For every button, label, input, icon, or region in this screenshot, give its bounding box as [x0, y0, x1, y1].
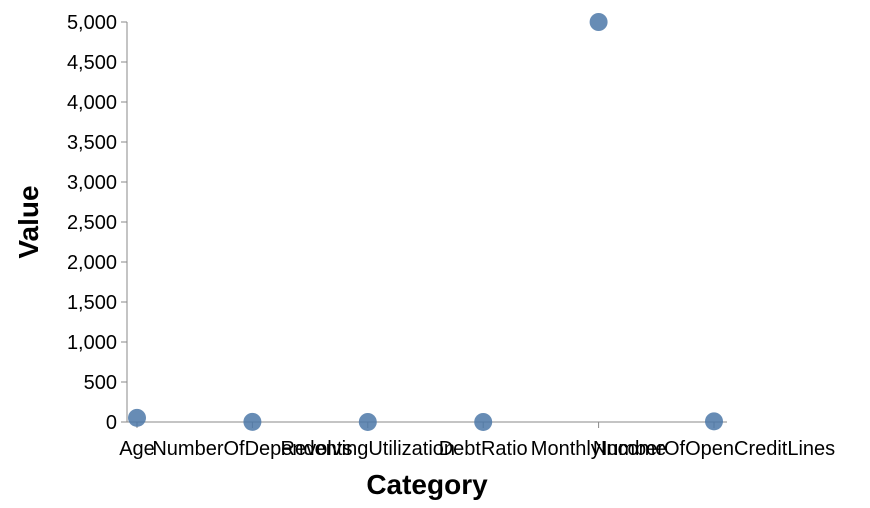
y-tick-label: 1,000: [67, 332, 117, 354]
x-tick-label: DebtRatio: [439, 438, 528, 460]
data-points: [128, 13, 723, 431]
data-point: [243, 412, 262, 431]
x-tick-label: NumberOfDependents: [152, 438, 352, 460]
y-axis: 0 500 1,000 1,500 2,000 2,500 3,000 3,500 4,000 4…: [67, 12, 128, 434]
y-tick-label: 4,500: [67, 52, 117, 74]
y-tick-label: 5,000: [67, 12, 117, 34]
data-point: [128, 408, 146, 427]
y-tick-label: 2,000: [67, 252, 117, 274]
y-axis-title: Value: [13, 185, 44, 258]
data-point: [358, 412, 377, 431]
x-axis-title: Category: [366, 469, 488, 500]
y-tick-label: 2,500: [67, 212, 117, 234]
data-point: [589, 13, 608, 31]
y-tick-label: 1,500: [67, 292, 117, 314]
x-tick-label: MonthlyIncome: [531, 438, 667, 460]
x-tick-label: NumberOfOpenCreditLines: [593, 438, 835, 460]
x-axis: AgeNumberOfDependentsRevolvingUtilizatio…: [119, 421, 835, 460]
y-tick-label: 500: [84, 372, 117, 394]
x-tick-label: RevolvingUtilization: [281, 438, 456, 460]
y-tick-label: 3,000: [67, 172, 117, 194]
y-tick-label: 0: [106, 412, 117, 434]
x-tick-label: Age: [119, 438, 155, 460]
data-point: [474, 412, 493, 431]
data-point: [705, 412, 723, 431]
y-tick-label: 3,500: [67, 132, 117, 154]
y-tick-label: 4,000: [67, 92, 117, 114]
